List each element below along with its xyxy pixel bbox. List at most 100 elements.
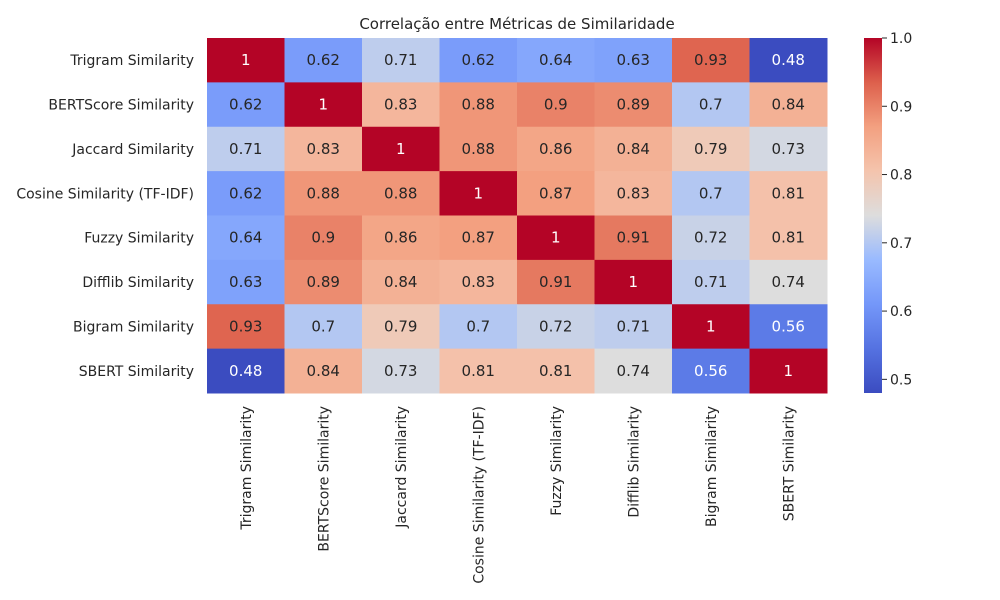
cell-value-label: 0.91 (539, 273, 572, 291)
cell-value-label: 0.71 (384, 51, 417, 69)
column-label: Fuzzy Similarity (549, 406, 565, 516)
cell-value-label: 0.79 (384, 317, 417, 335)
cell-value-label: 0.48 (229, 362, 262, 380)
heatmap-cell (362, 38, 440, 83)
heatmap-cell (749, 304, 828, 350)
cell-value-label: 0.83 (384, 96, 417, 114)
colorbar-gradient (864, 38, 882, 393)
row-label: Trigram Similarity (69, 53, 194, 69)
cell-value-label: 0.79 (694, 140, 727, 158)
heatmap-cell (517, 304, 595, 350)
cell-value-label: 0.89 (307, 273, 340, 291)
cell-value-label: 1 (706, 317, 716, 335)
cell-value-label: 0.88 (384, 184, 417, 202)
heatmap-cell (439, 171, 518, 216)
heatmap-cell (672, 171, 750, 216)
heatmap-cell (749, 82, 828, 128)
heatmap-cell (517, 215, 595, 261)
cell-value-label: 0.73 (772, 140, 805, 158)
heatmap-cell (284, 82, 363, 128)
chart-title: Correlação entre Métricas de Similaridad… (359, 15, 674, 33)
cell-value-label: 0.62 (229, 184, 262, 202)
column-label: Cosine Similarity (TF-IDF) (471, 406, 487, 584)
colorbar: 0.5 0.6 0.7 0.8 0.9 1.0 (864, 31, 912, 393)
cell-value-label: 0.93 (229, 317, 262, 335)
heatmap-cell (362, 82, 440, 128)
row-tick-labels: Trigram Similarity BERTScore Similarity Ja… (16, 53, 194, 380)
heatmap-cell (284, 304, 363, 350)
row-label: SBERT Similarity (79, 364, 194, 380)
heatmap-cell (362, 171, 440, 216)
cell-value-label: 0.62 (229, 96, 262, 114)
cell-value-label: 0.83 (462, 273, 495, 291)
column-tick-labels: Trigram Similarity BERTScore Similarity Ja… (239, 406, 798, 584)
heatmap-cell (207, 304, 285, 350)
cell-value-label: 0.48 (772, 51, 805, 69)
colorbar-tick-label: 0.7 (890, 236, 912, 252)
cell-value-label: 0.87 (539, 184, 572, 202)
cell-value-label: 1 (628, 273, 638, 291)
cell-value-label: 0.89 (617, 96, 650, 114)
cell-value-label: 1 (473, 184, 483, 202)
column-label: Jaccard Similarity (394, 406, 410, 529)
heatmap-cell (439, 82, 518, 128)
column-label: Difflib Similarity (626, 406, 642, 518)
cell-value-label: 0.87 (462, 229, 495, 247)
cell-value-label: 0.81 (772, 229, 805, 247)
cell-value-label: 0.9 (544, 96, 568, 114)
cell-value-label: 0.86 (539, 140, 572, 158)
heatmap-cell (517, 126, 595, 172)
cell-value-label: 0.72 (694, 229, 727, 247)
heatmap-cell (207, 126, 285, 172)
heatmap-cell (749, 348, 828, 394)
column-label: Trigram Similarity (239, 406, 255, 531)
heatmap-cell (284, 259, 363, 305)
heatmap-cell (362, 348, 440, 394)
heatmap-cell (362, 126, 440, 172)
heatmap-cell (672, 38, 750, 83)
cell-value-label: 0.62 (307, 51, 340, 69)
cell-value-label: 0.64 (539, 51, 572, 69)
heatmap-cell (362, 304, 440, 350)
heatmap-cell (672, 215, 750, 261)
heatmap-cell (517, 38, 595, 83)
heatmap-cell (594, 126, 673, 172)
cell-value-label: 0.91 (617, 229, 650, 247)
heatmap-cell (362, 215, 440, 261)
row-label: Fuzzy Similarity (84, 231, 194, 247)
cell-value-label: 0.84 (617, 140, 650, 158)
colorbar-tick-label: 1.0 (890, 31, 912, 47)
heatmap-cell (207, 259, 285, 305)
heatmap-cell (284, 171, 363, 216)
heatmap-cell (207, 215, 285, 261)
heatmap-cell (594, 215, 673, 261)
heatmap-cell (439, 215, 518, 261)
heatmap-cell (439, 126, 518, 172)
cell-value-label: 0.84 (772, 96, 805, 114)
cell-value-label: 0.73 (384, 362, 417, 380)
cell-value-label: 0.71 (229, 140, 262, 158)
cell-value-label: 0.7 (466, 317, 490, 335)
cell-value-label: 0.56 (694, 362, 727, 380)
cell-value-label: 0.84 (307, 362, 340, 380)
cell-value-label: 0.84 (384, 273, 417, 291)
cell-value-label: 0.7 (699, 184, 723, 202)
heatmap-cell (207, 348, 285, 394)
cell-value-label: 0.72 (539, 317, 572, 335)
colorbar-tick-label: 0.5 (890, 372, 912, 388)
heatmap-cell (439, 304, 518, 350)
cell-value-label: 0.63 (617, 51, 650, 69)
column-label: BERTScore Similarity (316, 406, 332, 552)
cell-value-label: 0.7 (699, 96, 723, 114)
heatmap-cell (749, 126, 828, 172)
heatmap-cell (672, 82, 750, 128)
heatmap-cell (207, 82, 285, 128)
cell-value-label: 1 (783, 362, 793, 380)
cell-value-label: 0.81 (772, 184, 805, 202)
heatmap-cell (517, 82, 595, 128)
heatmap-cell (439, 38, 518, 83)
cell-value-label: 0.64 (229, 229, 262, 247)
cell-value-label: 0.74 (617, 362, 650, 380)
cell-value-label: 0.88 (462, 96, 495, 114)
